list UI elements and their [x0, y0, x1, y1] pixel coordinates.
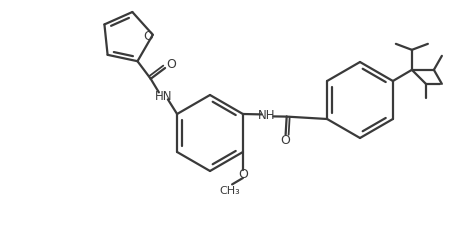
Text: NH: NH — [258, 109, 275, 122]
Text: O: O — [281, 134, 290, 147]
Text: HN: HN — [155, 90, 173, 103]
Text: O: O — [143, 30, 153, 43]
Text: O: O — [166, 58, 176, 72]
Text: CH₃: CH₃ — [220, 186, 240, 196]
Text: O: O — [238, 168, 248, 182]
